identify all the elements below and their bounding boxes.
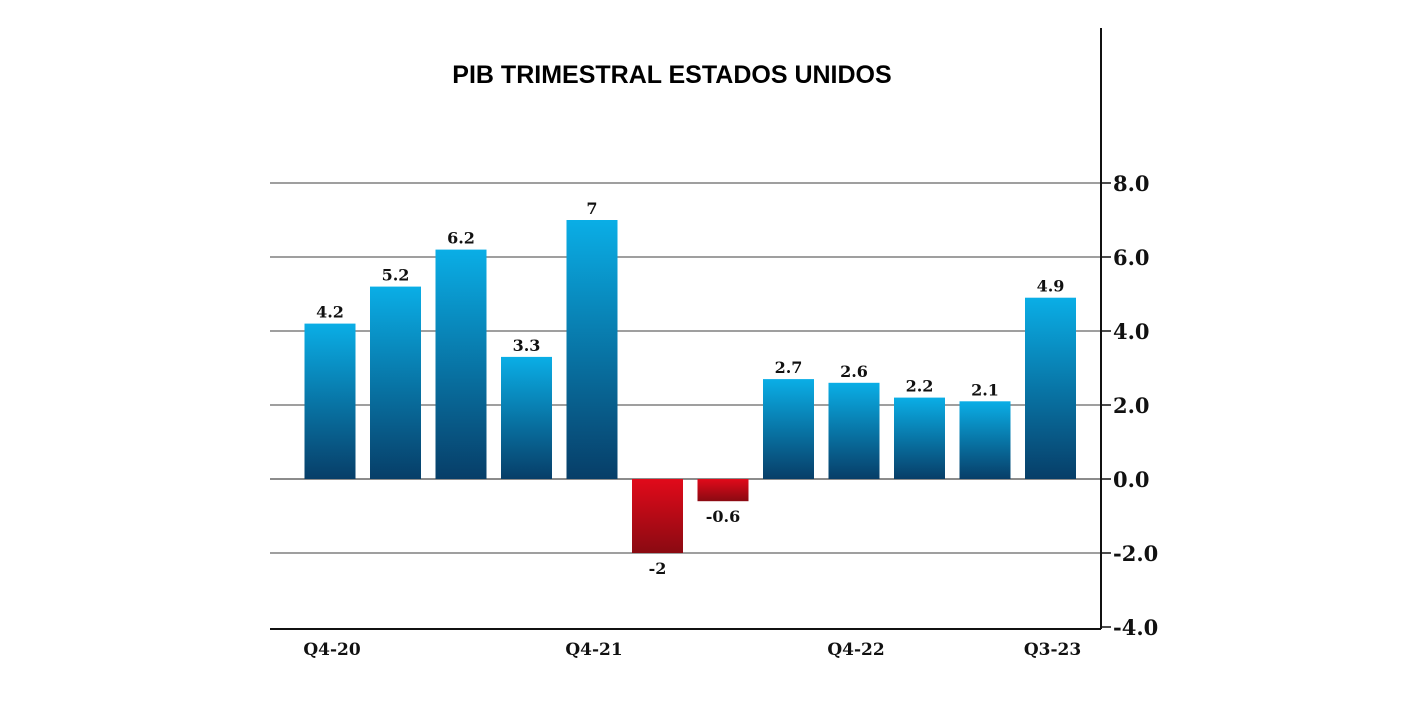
bar-Q1-22 — [632, 479, 683, 553]
data-label-Q3-22: 2.7 — [775, 358, 803, 377]
data-label-Q3-21: 3.3 — [513, 336, 541, 355]
bar-Q1-23 — [894, 397, 945, 479]
data-label-Q1-22: -2 — [649, 559, 667, 578]
x-tick-labels: Q4-20 Q4-21 Q4-22 Q3-23 — [303, 640, 1081, 660]
data-label-Q1-21: 5.2 — [382, 266, 410, 285]
y-tick-label: -4.0 — [1113, 615, 1158, 640]
bar-Q4-22 — [828, 382, 880, 479]
data-label-Q3-23: 4.9 — [1037, 277, 1065, 296]
x-tick-label: Q4-21 — [565, 640, 622, 660]
x-tick-label: Q4-20 — [303, 640, 361, 660]
bar-Q4-21 — [566, 220, 618, 479]
y-tick-labels: 8.0 6.0 4.0 2.0 0.0 -2.0 -4.0 — [1113, 171, 1158, 640]
bar-Q3-23 — [1025, 297, 1076, 479]
bar-Q2-22 — [697, 479, 749, 502]
y-tick-label: 4.0 — [1113, 319, 1150, 344]
data-label-Q4-20: 4.2 — [316, 303, 344, 322]
bars — [304, 220, 1076, 553]
value-labels: 4.2 5.2 6.2 3.3 7 -2 -0.6 2.7 2.6 2.2 2.1 4.9 — [316, 199, 1064, 578]
data-label-Q4-22: 2.6 — [840, 362, 868, 381]
data-label-Q1-23: 2.2 — [906, 377, 934, 396]
data-label-Q2-22: -0.6 — [706, 507, 740, 526]
y-tick-label: -2.0 — [1113, 541, 1158, 566]
y-tick-label: 2.0 — [1113, 393, 1150, 418]
data-label-Q4-21: 7 — [586, 199, 597, 218]
y-tick-label: 8.0 — [1113, 171, 1150, 196]
chart-title: PIB TRIMESTRAL ESTADOS UNIDOS — [452, 61, 891, 89]
axes — [270, 28, 1102, 630]
bar-Q3-21 — [501, 356, 552, 479]
bar-Q3-22 — [763, 379, 814, 479]
bar-Q4-20 — [304, 323, 356, 479]
data-label-Q2-23: 2.1 — [971, 380, 999, 399]
x-tick-label: Q3-23 — [1024, 640, 1081, 660]
bar-Q2-23 — [959, 401, 1011, 479]
bar-Q1-21 — [370, 286, 421, 479]
y-tick-label: 6.0 — [1113, 245, 1150, 270]
data-label-Q2-21: 6.2 — [447, 229, 475, 248]
x-tick-label: Q4-22 — [827, 640, 884, 660]
y-tick-label: 0.0 — [1113, 467, 1150, 492]
bar-Q2-21 — [435, 249, 487, 479]
